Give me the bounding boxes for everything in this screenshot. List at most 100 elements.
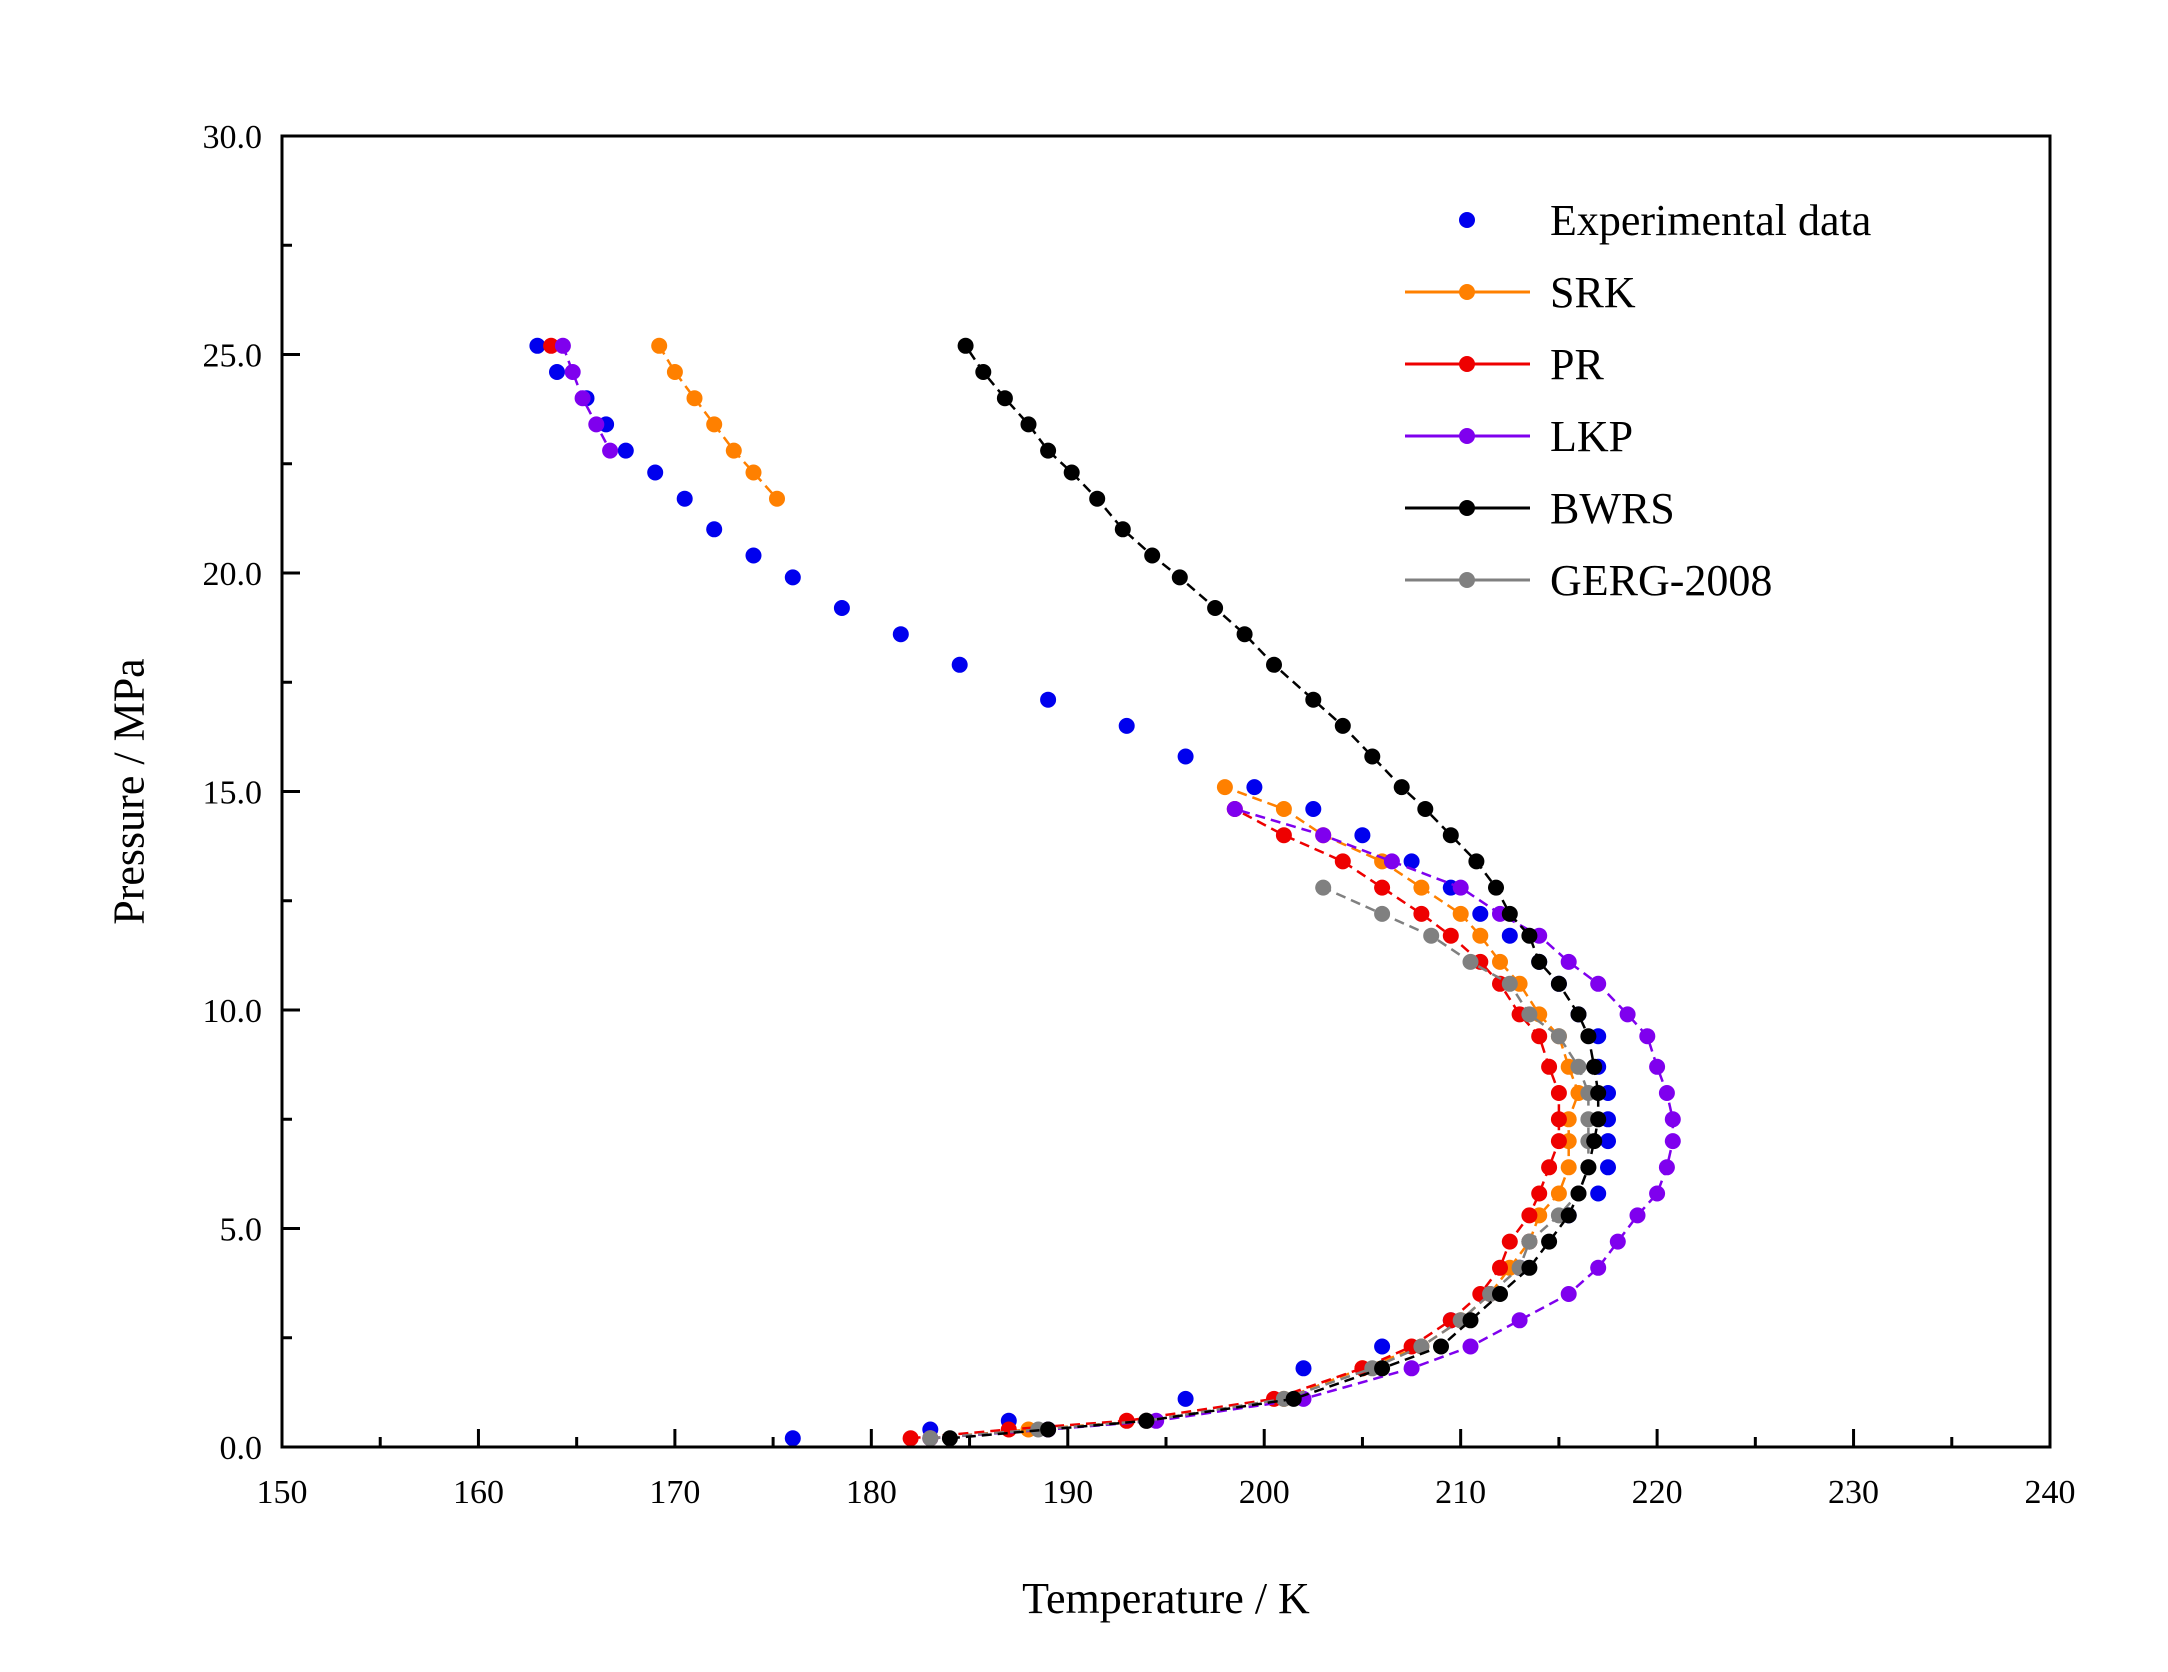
data-point [1570,1006,1587,1023]
series-bwrs [941,337,1607,1447]
data-point [1492,1259,1508,1276]
data-point [1000,1421,1017,1438]
data-point [1334,853,1351,870]
data-point [1664,1111,1681,1128]
data-point [1423,927,1440,944]
data-point [1462,1338,1479,1355]
legend-marker [1459,212,1475,228]
data-point [1177,1390,1194,1407]
data-point [1285,1390,1302,1407]
data-point [1364,748,1381,765]
data-point [1462,1312,1479,1329]
data-point [784,569,801,586]
data-point [1413,879,1430,896]
data-point [651,337,668,354]
data-point [1472,905,1489,922]
data-point [1580,1159,1597,1176]
data-point [1541,1058,1558,1075]
data-point [1560,1207,1577,1224]
data-point [1570,1185,1587,1202]
data-point [1664,1133,1681,1150]
data-point [1171,569,1188,586]
legend-item: Experimental data [1459,196,1871,245]
y-tick-label: 0.0 [220,1430,263,1467]
legend-item: PR [1405,340,1604,389]
data-point [957,337,974,354]
data-point [706,521,723,538]
data-point [1236,626,1253,643]
data-point [1144,547,1161,564]
data-point [725,442,742,459]
legend-label: PR [1550,340,1604,389]
data-point [1649,1058,1666,1075]
legend-label: SRK [1550,268,1636,317]
series-line [910,807,1561,1440]
data-point [1488,879,1504,896]
data-point [1521,927,1538,944]
data-point [574,390,591,407]
x-axis-title: Temperature / K [1022,1574,1310,1623]
data-point [1560,1159,1577,1176]
data-point [1590,975,1607,992]
data-point [1207,600,1224,616]
data-point [1531,1185,1548,1202]
data-point [1511,1312,1528,1329]
data-point [1521,1259,1538,1276]
data-point [1374,905,1391,922]
y-axis-title: Pressure / MPa [104,658,153,924]
data-point [1639,1028,1656,1045]
x-tick-label: 170 [649,1474,700,1511]
data-point [1383,853,1400,870]
data-point [1266,656,1282,673]
data-point [1501,1233,1518,1250]
data-point [1442,927,1459,944]
data-point [588,416,605,433]
data-point [564,364,581,380]
data-point [1600,1159,1616,1176]
data-point [1629,1207,1646,1224]
data-point [1560,1286,1577,1302]
x-tick-label: 210 [1435,1474,1486,1511]
legend-marker [1459,500,1475,516]
data-point [1658,1085,1675,1101]
data-point [1619,1006,1636,1023]
data-point [1403,853,1420,870]
data-point [1541,1233,1558,1250]
x-tick-label: 220 [1632,1474,1683,1511]
legend-item: SRK [1405,268,1636,317]
x-tick-label: 200 [1239,1474,1290,1511]
data-point [1315,879,1332,896]
data-point [1040,691,1057,708]
legend-item: BWRS [1405,484,1675,533]
data-point [1295,1360,1312,1377]
data-point [769,490,785,507]
legend-item: GERG-2008 [1405,556,1772,605]
data-point [1354,827,1371,844]
y-tick-label: 10.0 [203,993,263,1030]
data-point [1275,801,1292,817]
data-point [1020,416,1037,433]
data-point [676,490,693,507]
data-point [647,464,664,481]
data-point [1609,1233,1626,1250]
data-point [1462,953,1479,970]
data-point [1452,905,1469,922]
data-point [706,416,723,433]
data-point [529,337,546,354]
data-point [686,390,703,407]
data-point [543,337,560,354]
y-tick-label: 25.0 [203,338,263,375]
data-point [833,600,850,616]
data-point [1501,927,1518,944]
data-point [996,390,1013,407]
plot-area-frame [280,134,2052,1449]
data-point [1305,691,1322,708]
data-point [1590,1111,1607,1128]
data-point [1275,827,1292,844]
data-point [1550,1111,1567,1128]
data-point [902,1430,919,1447]
series-layer [529,337,1681,1447]
series-line [930,886,1590,1440]
data-point [1472,927,1489,944]
legend-label: Experimental data [1550,196,1871,245]
